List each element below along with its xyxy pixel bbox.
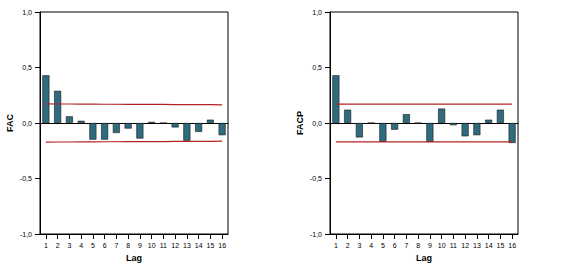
svg-text:13: 13 — [473, 242, 481, 249]
svg-text:3: 3 — [357, 242, 361, 249]
svg-text:-1,0: -1,0 — [20, 231, 32, 238]
svg-text:Lag: Lag — [126, 253, 142, 263]
svg-text:FACP: FACP — [295, 111, 305, 135]
svg-text:-0,5: -0,5 — [20, 175, 32, 182]
svg-text:6: 6 — [393, 242, 397, 249]
svg-text:3: 3 — [67, 242, 71, 249]
svg-text:13: 13 — [183, 242, 191, 249]
svg-text:12: 12 — [171, 242, 179, 249]
svg-text:1: 1 — [44, 242, 48, 249]
svg-text:11: 11 — [160, 242, 167, 249]
svg-text:7: 7 — [404, 242, 408, 249]
svg-text:15: 15 — [206, 242, 214, 249]
svg-text:12: 12 — [461, 242, 469, 249]
svg-text:8: 8 — [416, 242, 420, 249]
svg-text:10: 10 — [438, 242, 446, 249]
svg-text:6: 6 — [103, 242, 107, 249]
svg-text:2: 2 — [346, 242, 350, 249]
svg-text:-0,5: -0,5 — [310, 175, 322, 182]
svg-text:16: 16 — [508, 242, 516, 249]
svg-text:0,5: 0,5 — [312, 64, 322, 71]
svg-text:1: 1 — [334, 242, 338, 249]
svg-text:FAC: FAC — [5, 113, 15, 132]
svg-text:16: 16 — [218, 242, 226, 249]
svg-text:0,0: 0,0 — [312, 120, 322, 127]
svg-text:9: 9 — [138, 242, 142, 249]
svg-text:Lag: Lag — [416, 253, 432, 263]
svg-text:0,0: 0,0 — [22, 120, 32, 127]
svg-text:9: 9 — [428, 242, 432, 249]
svg-text:7: 7 — [114, 242, 118, 249]
svg-text:-1,0: -1,0 — [310, 231, 322, 238]
svg-text:2: 2 — [56, 242, 60, 249]
svg-text:4: 4 — [369, 242, 373, 249]
svg-text:0,5: 0,5 — [22, 64, 32, 71]
svg-text:10: 10 — [148, 242, 156, 249]
svg-text:4: 4 — [79, 242, 83, 249]
svg-text:11: 11 — [450, 242, 457, 249]
svg-text:1,0: 1,0 — [312, 9, 322, 16]
svg-text:15: 15 — [496, 242, 504, 249]
svg-text:1,0: 1,0 — [22, 9, 32, 16]
svg-text:5: 5 — [91, 242, 95, 249]
svg-text:5: 5 — [381, 242, 385, 249]
svg-text:14: 14 — [195, 242, 203, 249]
svg-text:14: 14 — [485, 242, 493, 249]
svg-text:8: 8 — [126, 242, 130, 249]
